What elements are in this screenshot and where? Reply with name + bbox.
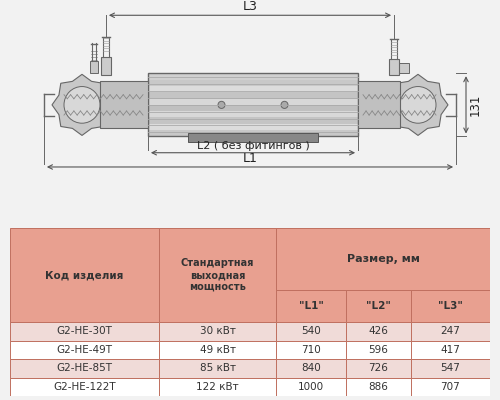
Bar [148,111,358,118]
Bar [399,63,409,73]
Text: "L1": "L1" [299,301,324,311]
Polygon shape [52,74,112,136]
Bar [148,92,358,98]
Bar [148,73,358,80]
Bar [159,228,276,322]
Text: G2-HE-122T: G2-HE-122T [53,382,116,392]
Bar [100,82,148,128]
Text: "L2": "L2" [366,301,391,311]
Text: 30 кВт: 30 кВт [200,326,235,336]
Bar [148,73,358,136]
Bar [276,322,346,340]
Bar [10,359,159,378]
Bar [411,322,490,340]
Bar [148,118,358,124]
Bar [101,57,111,75]
Bar [90,61,98,73]
Text: 726: 726 [368,363,388,373]
Bar [346,378,411,396]
Text: 417: 417 [440,345,460,355]
Bar [346,359,411,378]
Text: Стандартная
выходная
мощность: Стандартная выходная мощность [181,258,254,292]
Bar [10,340,159,359]
Bar [346,322,411,340]
Bar [389,59,399,75]
Bar [276,378,346,396]
Bar [276,228,490,290]
Bar [159,340,276,359]
Bar [148,124,358,130]
Polygon shape [388,74,448,136]
Text: 710: 710 [302,345,321,355]
Bar [148,73,358,136]
Text: 1000: 1000 [298,382,324,392]
Bar [276,290,346,322]
Bar [411,378,490,396]
Text: 886: 886 [368,382,388,392]
Bar [411,340,490,359]
Bar [276,340,346,359]
Bar [148,105,358,111]
Bar [411,359,490,378]
Circle shape [400,86,436,123]
Text: L3: L3 [242,0,258,13]
Bar [148,130,358,136]
Text: 596: 596 [368,345,388,355]
Circle shape [64,86,100,123]
Bar [148,86,358,92]
Bar [346,340,411,359]
Bar [159,359,276,378]
Bar [159,322,276,340]
Bar [358,82,400,128]
Text: 426: 426 [368,326,388,336]
Bar [148,80,358,86]
Text: G2-HE-85T: G2-HE-85T [56,363,112,373]
Text: 49 кВт: 49 кВт [200,345,235,355]
Circle shape [281,101,288,108]
Bar [188,133,318,142]
Text: 247: 247 [440,326,460,336]
Bar [276,359,346,378]
Text: 85 кВт: 85 кВт [200,363,235,373]
Bar [159,378,276,396]
Bar [411,290,490,322]
Text: 540: 540 [302,326,321,336]
Text: 840: 840 [302,363,321,373]
Bar [10,322,159,340]
Text: G2-HE-30T: G2-HE-30T [56,326,112,336]
Text: Код изделия: Код изделия [45,270,124,280]
Text: "L3": "L3" [438,301,463,311]
Text: 547: 547 [440,363,460,373]
Text: 707: 707 [440,382,460,392]
Bar [346,290,411,322]
Text: 131: 131 [469,94,482,116]
Text: G2-HE-49T: G2-HE-49T [56,345,112,355]
Circle shape [218,101,225,108]
Text: L1: L1 [242,152,258,165]
Text: 122 кВт: 122 кВт [196,382,239,392]
Text: L2 ( без фитингов ): L2 ( без фитингов ) [196,141,310,151]
Bar [148,98,358,105]
Text: Размер, мм: Размер, мм [346,254,420,264]
Bar [10,378,159,396]
Bar [10,228,159,322]
